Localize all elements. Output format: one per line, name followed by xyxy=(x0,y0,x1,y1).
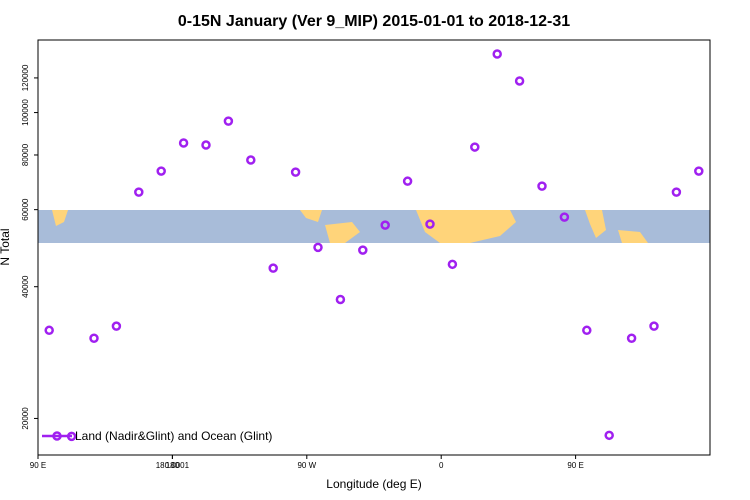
point xyxy=(492,49,502,59)
point xyxy=(358,245,368,255)
y-tick-label: 120000 xyxy=(21,64,30,91)
point xyxy=(111,321,122,331)
point xyxy=(425,219,435,229)
point xyxy=(447,259,458,270)
point xyxy=(514,76,525,86)
point xyxy=(134,187,144,197)
legend-label: Land (Nadir&Glint) and Ocean (Glint) xyxy=(75,429,272,443)
legend-marker xyxy=(52,431,62,441)
y-tick-label: 40000 xyxy=(21,275,30,298)
y-tick-label: 80000 xyxy=(21,143,30,166)
y-tick-label: 20000 xyxy=(21,407,30,430)
point xyxy=(470,142,480,152)
x-tick-label: 180.0001 xyxy=(156,461,190,470)
point xyxy=(290,167,301,177)
point xyxy=(537,181,547,191)
point xyxy=(246,155,256,165)
point xyxy=(582,325,592,336)
point xyxy=(604,430,614,441)
point xyxy=(335,294,346,305)
point xyxy=(559,212,570,222)
point xyxy=(671,187,682,197)
ocean xyxy=(38,210,710,243)
x-tick-label: 90 E xyxy=(567,461,583,470)
chart-title: 0-15N January (Ver 9_MIP) 2015-01-01 to … xyxy=(178,13,570,30)
point xyxy=(380,220,390,230)
x-tick-label: 180 xyxy=(166,461,180,470)
point xyxy=(313,242,323,253)
point xyxy=(156,166,166,176)
point xyxy=(626,333,637,343)
y-tick-label: 60000 xyxy=(21,198,30,221)
map-band xyxy=(38,210,710,243)
y-tick-label: 100000 xyxy=(21,99,30,126)
x-tick-label: 90 E xyxy=(30,461,46,470)
x-tick-label: 90 W xyxy=(297,461,316,470)
x-axis-label: Longitude (deg E) xyxy=(326,477,421,491)
point xyxy=(178,138,189,148)
x-tick-label: 0 xyxy=(439,461,444,470)
plot-frame xyxy=(37,39,711,456)
land xyxy=(52,210,648,243)
point xyxy=(694,166,704,176)
point xyxy=(44,325,54,336)
point xyxy=(223,116,234,126)
point xyxy=(402,176,413,186)
point xyxy=(649,321,659,331)
y-axis-label: N Total xyxy=(0,228,12,265)
point xyxy=(268,263,278,273)
point xyxy=(201,140,211,150)
point xyxy=(89,333,99,343)
